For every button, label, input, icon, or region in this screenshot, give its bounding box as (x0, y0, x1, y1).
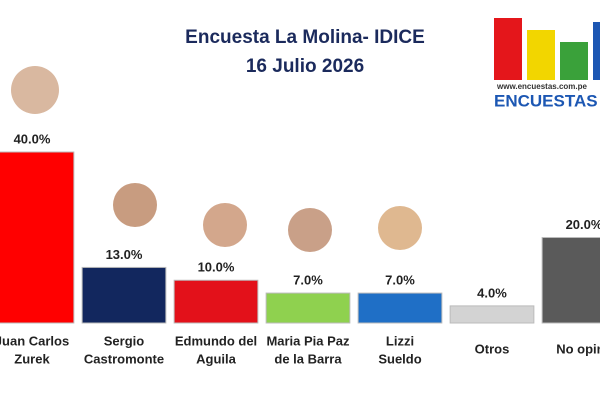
value-label: 7.0% (385, 273, 415, 288)
logo-bar (560, 42, 588, 80)
x-tick-label: Lizzi (386, 333, 414, 348)
bar (173, 279, 259, 324)
logo-bar (527, 30, 555, 80)
x-tick-label: de la Barra (274, 351, 342, 366)
bar (357, 292, 443, 324)
x-tick-label: Castromonte (84, 351, 164, 366)
x-tick-label: Edmundo del (175, 333, 257, 348)
logo-name: ENCUESTAS (494, 91, 598, 110)
x-tick-label: Otros (475, 341, 510, 356)
photo (113, 183, 157, 227)
bar (265, 292, 351, 324)
bar (0, 151, 75, 324)
value-label: 4.0% (477, 285, 507, 300)
value-label: 20.0% (566, 217, 600, 232)
photo (203, 203, 247, 247)
x-tick-label: Juan Carlos (0, 333, 69, 348)
photo (288, 208, 332, 252)
photos (11, 66, 422, 252)
x-tick-label: No opina (556, 341, 600, 356)
bar (541, 237, 600, 324)
value-label: 40.0% (14, 131, 51, 146)
logo-bar (494, 18, 522, 80)
value-label: 7.0% (293, 273, 323, 288)
logo-url: www.encuestas.com.pe (496, 82, 588, 91)
value-label: 13.0% (106, 247, 143, 262)
logo-bar (593, 22, 600, 80)
x-tick-label: Zurek (14, 351, 50, 366)
bar (81, 266, 167, 324)
logo: www.encuestas.com.pe ENCUESTAS (494, 18, 600, 110)
x-tick-label: Maria Pia Paz (266, 333, 350, 348)
x-tick-label: Sergio (104, 333, 145, 348)
chart-title: Encuesta La Molina- IDICE (185, 27, 425, 48)
chart-subtitle: 16 Julio 2026 (246, 56, 364, 77)
photo (378, 206, 422, 250)
photo (11, 66, 59, 114)
bar (449, 305, 535, 324)
x-tick-label: Sueldo (378, 351, 421, 366)
x-tick-label: Aguila (196, 351, 236, 366)
value-label: 10.0% (198, 260, 235, 275)
